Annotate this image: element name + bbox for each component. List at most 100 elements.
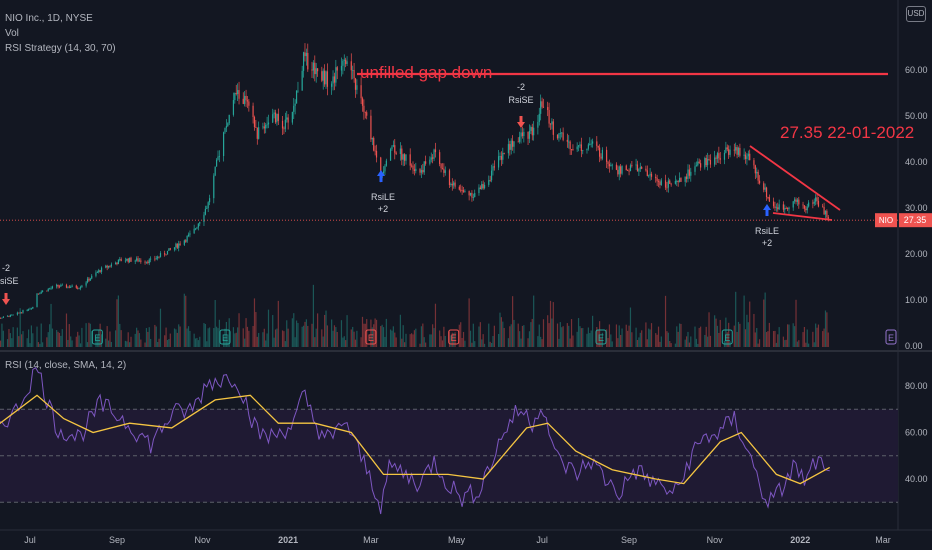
volume-bar: [16, 327, 18, 347]
volume-bar: [792, 323, 794, 347]
volume-bar: [817, 324, 820, 347]
time-tick-label: May: [448, 535, 466, 545]
candle-body: [566, 139, 568, 142]
candle-body: [822, 206, 824, 208]
candle-body: [193, 228, 195, 234]
candle-body: [281, 120, 284, 129]
candle-body: [276, 113, 278, 123]
candle-body: [284, 119, 286, 129]
volume-bar: [237, 327, 239, 347]
candle-body: [2, 316, 4, 318]
currency-badge[interactable]: USD: [906, 6, 926, 22]
candle-body: [684, 176, 686, 182]
volume-bar: [175, 329, 177, 347]
volume-bar: [698, 327, 700, 347]
volume-bar: [166, 339, 169, 347]
volume-bar: [795, 299, 797, 347]
volume-bar: [618, 325, 620, 347]
candle-body: [454, 182, 456, 187]
volume-bar: [124, 340, 127, 347]
candle-body: [175, 243, 177, 248]
volume-bar: [277, 300, 279, 347]
candle-body: [500, 156, 502, 160]
volume-bar: [561, 327, 563, 347]
candle-body: [823, 207, 825, 215]
volume-bar: [510, 324, 512, 347]
candle-body: [483, 184, 486, 189]
volume-bar: [107, 340, 110, 347]
candle-body: [615, 164, 618, 170]
candle-body: [185, 240, 187, 242]
entry-label: RsiLE: [371, 192, 395, 202]
earnings-marker-label: E: [724, 333, 730, 343]
candle-body: [373, 137, 375, 151]
volume-bar: [335, 327, 337, 347]
volume-bar: [533, 295, 535, 347]
volume-bar: [127, 332, 129, 347]
time-tick-label: Jul: [536, 535, 548, 545]
candle-body: [350, 61, 352, 71]
candle-body: [599, 147, 601, 157]
volume-bar: [617, 338, 619, 347]
candle-body: [297, 90, 299, 92]
volume-bar: [32, 333, 34, 347]
candle-body: [223, 132, 225, 157]
candle-body: [42, 290, 44, 292]
candle-body: [36, 293, 38, 307]
candle-body: [189, 233, 191, 235]
candle-body: [704, 157, 706, 168]
candle-body: [77, 287, 79, 289]
candle-body: [245, 95, 247, 101]
candle-body: [443, 168, 445, 173]
volume-bar: [608, 324, 611, 347]
candle-body: [708, 159, 710, 161]
candle-body: [586, 148, 588, 151]
earnings-marker-label: E: [598, 333, 604, 343]
candle-body: [649, 173, 651, 176]
volume-bar: [129, 342, 131, 347]
volume-bar: [659, 341, 661, 347]
volume-bar: [758, 339, 761, 347]
candle-body: [570, 149, 573, 150]
volume-bar: [58, 332, 61, 347]
candle-body: [677, 181, 679, 183]
candle-body: [196, 227, 198, 229]
volume-bar: [363, 323, 365, 347]
candle-body: [382, 171, 385, 174]
volume-bar: [509, 326, 511, 347]
candle-body: [46, 290, 48, 292]
volume-bar: [517, 323, 519, 347]
volume-bar: [461, 337, 463, 347]
candle-body: [203, 214, 205, 223]
price-note: 27.35 22-01-2022: [780, 123, 914, 142]
volume-bar: [235, 332, 237, 347]
volume-bar: [474, 341, 476, 347]
wedge-upper-line: [749, 145, 841, 211]
candle-body: [728, 149, 730, 155]
candle-body: [655, 176, 657, 179]
candle-body: [636, 164, 639, 172]
candle-body: [405, 154, 407, 161]
volume-bar: [471, 342, 473, 347]
candle-body: [628, 170, 630, 172]
candle-body: [384, 165, 386, 172]
candle-body: [587, 144, 589, 149]
candle-body: [540, 101, 542, 114]
volume-bar: [399, 314, 401, 347]
volume-bar: [646, 339, 648, 347]
volume-bar: [336, 331, 338, 347]
volume-bar: [183, 293, 185, 347]
candle-body: [294, 103, 296, 106]
candle-body: [697, 161, 699, 166]
candle-body: [430, 157, 432, 160]
volume-bar: [778, 327, 780, 347]
volume-bar: [96, 335, 98, 347]
volume-bar: [429, 334, 431, 347]
entry-arrow: [377, 170, 385, 182]
candle-body: [166, 250, 169, 255]
volume-bar: [321, 329, 323, 347]
volume-bar: [631, 332, 633, 347]
candle-body: [620, 166, 622, 174]
candle-body: [99, 270, 101, 272]
